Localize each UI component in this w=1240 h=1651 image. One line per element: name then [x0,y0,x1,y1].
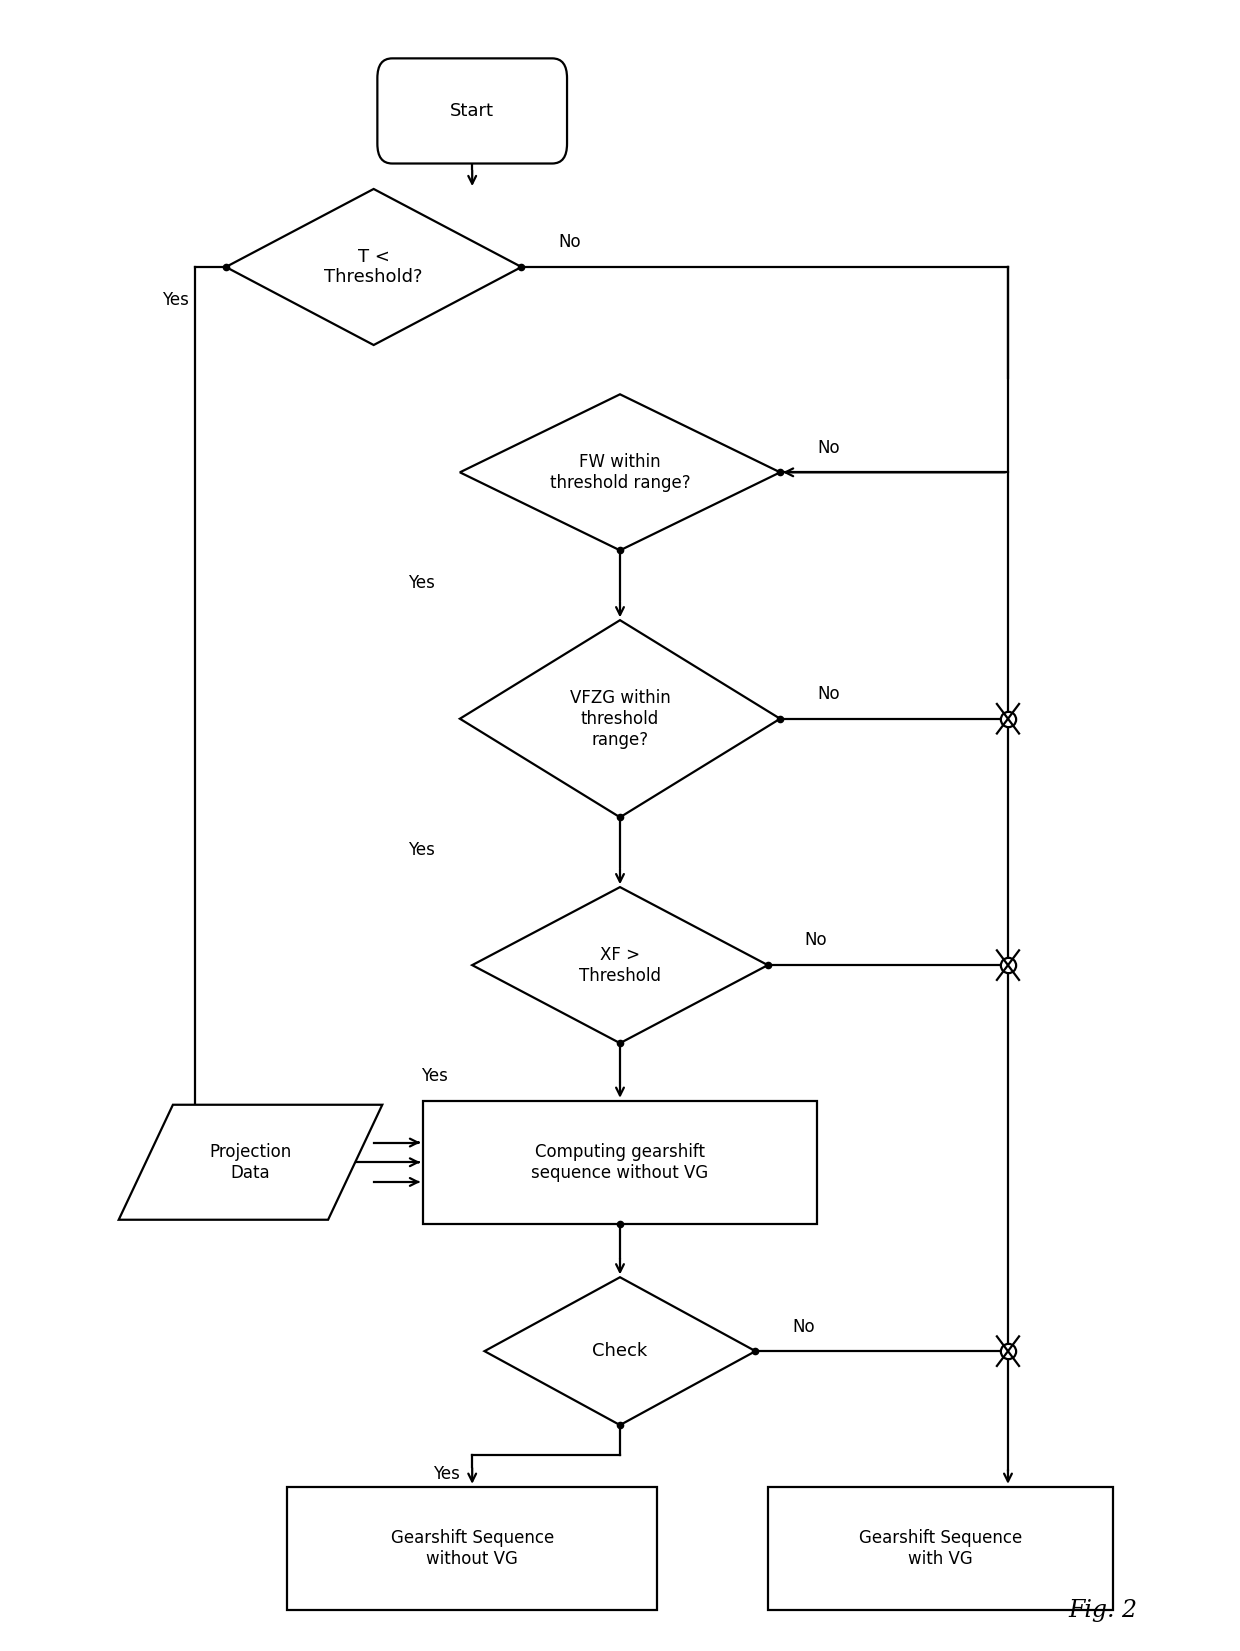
Text: Gearshift Sequence
without VG: Gearshift Sequence without VG [391,1529,554,1568]
Text: Gearshift Sequence
with VG: Gearshift Sequence with VG [858,1529,1022,1568]
Text: No: No [558,233,582,251]
Text: XF >
Threshold: XF > Threshold [579,946,661,984]
Text: Fig. 2: Fig. 2 [1069,1600,1137,1623]
Text: No: No [805,931,827,949]
Polygon shape [485,1278,755,1425]
Text: Computing gearshift
sequence without VG: Computing gearshift sequence without VG [532,1142,708,1182]
Bar [288,1486,657,1610]
Text: Projection
Data: Projection Data [210,1142,291,1182]
Polygon shape [460,395,780,550]
Polygon shape [472,887,768,1043]
Text: Yes: Yes [408,575,435,593]
Text: Yes: Yes [433,1466,460,1483]
Text: No: No [817,439,839,457]
FancyBboxPatch shape [377,58,567,163]
Bar [768,1486,1112,1610]
Text: T <
Threshold?: T < Threshold? [325,248,423,286]
Polygon shape [226,188,522,345]
Text: FW within
threshold range?: FW within threshold range? [549,452,691,492]
Polygon shape [460,621,780,817]
Text: Yes: Yes [162,291,188,309]
Text: VFZG within
threshold
range?: VFZG within threshold range? [569,688,671,748]
Bar [423,1101,817,1223]
Text: No: No [817,685,839,703]
Text: No: No [792,1317,815,1336]
Text: Start: Start [450,102,495,121]
Text: Yes: Yes [408,840,435,859]
Polygon shape [119,1105,382,1220]
Text: Yes: Yes [420,1067,448,1085]
Text: Check: Check [593,1342,647,1360]
